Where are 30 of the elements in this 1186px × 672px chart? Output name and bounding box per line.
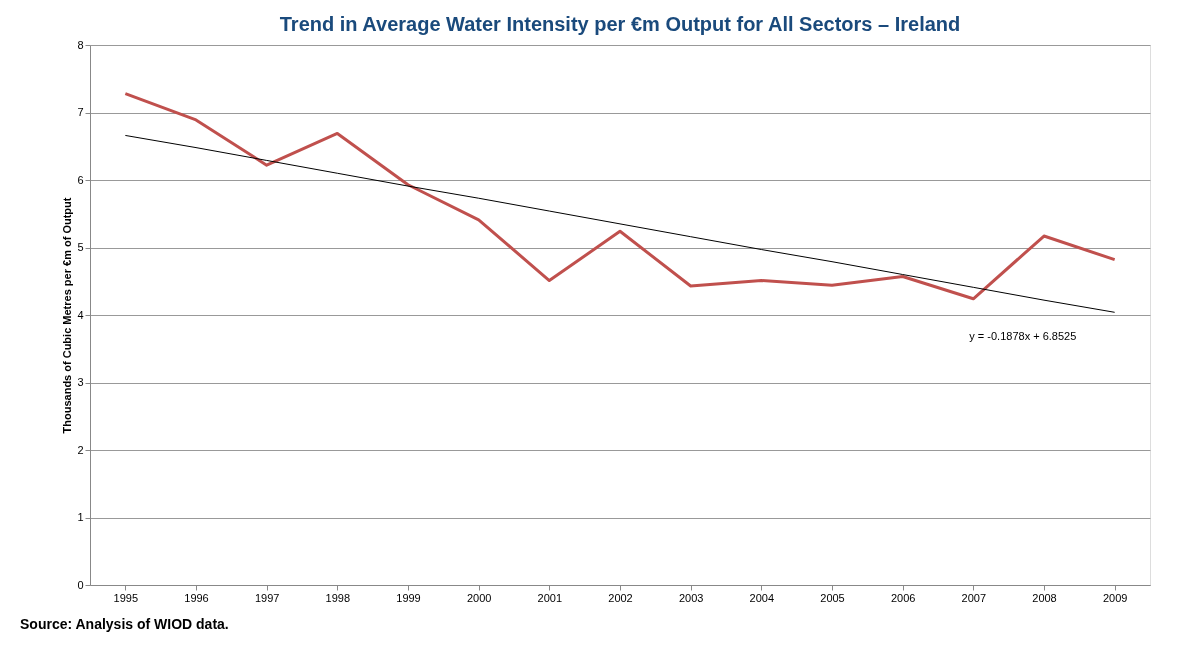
x-tick-label: 2009	[1102, 591, 1128, 604]
y-tick-label: 8	[77, 38, 84, 51]
chart-title: Trend in Average Water Intensity per €m Output for All Sectors – Ireland	[279, 13, 961, 35]
x-tick-label: 1997	[254, 591, 280, 604]
y-tick-label: 0	[77, 578, 84, 591]
x-tick-label: 2001	[537, 591, 563, 604]
x-tick-label: 1996	[184, 591, 209, 604]
annotation: y = -0.1878x + 6.8525	[969, 329, 1077, 342]
y-tick-label: 4	[77, 308, 84, 321]
x-tick-label: 2006	[890, 591, 916, 604]
y-tick-label: 6	[77, 173, 84, 186]
x-tick-label: 2008	[1032, 591, 1057, 604]
source-note: Source: Analysis of WIOD data.	[20, 616, 229, 632]
x-tick-label: 2004	[749, 591, 775, 604]
x-tick-label: 1998	[325, 591, 351, 604]
y-tick-label: 5	[77, 241, 84, 253]
y-tick-label: 3	[77, 376, 84, 388]
x-tick-label: 2003	[678, 591, 704, 604]
y-tick-label: 1	[77, 511, 84, 523]
x-tick-label: 2002	[608, 591, 633, 604]
x-tick-label: 1999	[396, 591, 421, 604]
x-tick-label: 1995	[113, 591, 139, 604]
line-series	[124, 134, 1116, 313]
y-tick-label: 2	[77, 443, 84, 456]
y-tick-label: 7	[77, 106, 84, 118]
x-tick-label: 2007	[961, 591, 987, 604]
x-tick-label: 2005	[820, 591, 845, 604]
line-series	[123, 92, 1117, 301]
x-tick-label: 2000	[466, 591, 492, 604]
y-axis-title: Thousands of Cubic Metres per €m of Output	[61, 197, 74, 434]
